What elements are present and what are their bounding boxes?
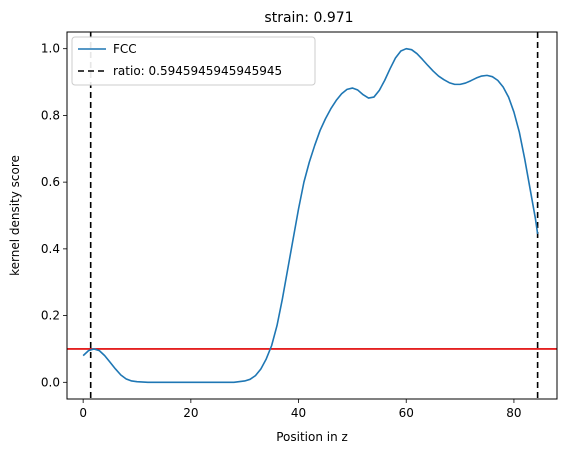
fcc-series-line [82,47,539,384]
y-tick-label: 0.0 [41,375,60,389]
x-tick-label: 80 [506,406,521,420]
y-tick-label: 0.2 [41,309,60,323]
y-axis-label: kernel density score [8,155,22,276]
x-tick-label: 40 [291,406,306,420]
legend: FCC ratio: 0.5945945945945945 [71,36,316,86]
x-axis-label: Position in z [276,430,348,444]
y-tick-label: 0.6 [41,175,60,189]
chart-title: strain: 0.971 [264,10,353,26]
y-tick-label: 1.0 [41,42,60,56]
x-tick-label: 0 [79,406,87,420]
legend-label-ratio: ratio: 0.5945945945945945 [113,64,282,78]
legend-label-fcc: FCC [113,42,137,56]
y-tick-label: 0.8 [41,108,60,122]
legend-box [71,36,316,86]
x-tick-label: 20 [183,406,198,420]
plot-frame [66,31,558,400]
y-tick-label: 0.4 [41,242,60,256]
x-tick-label: 60 [399,406,414,420]
